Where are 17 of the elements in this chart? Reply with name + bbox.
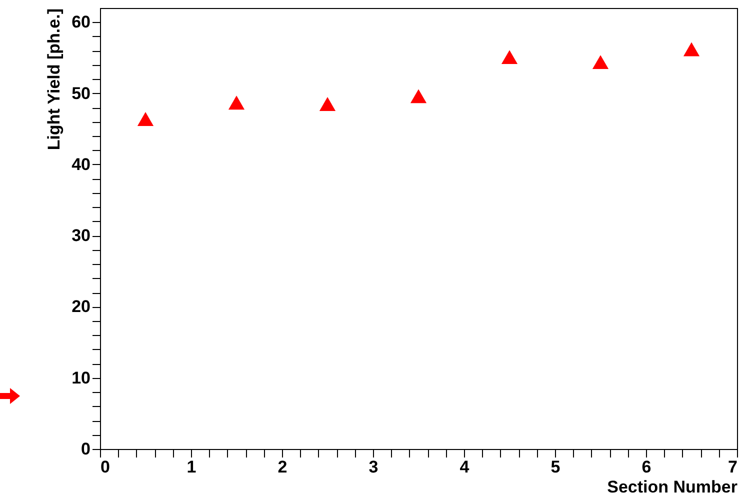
x-tick-label: 6 bbox=[642, 458, 652, 476]
x-axis-title: Section Number bbox=[607, 478, 738, 496]
y-tick-label: 10 bbox=[72, 368, 90, 388]
x-tick-label: 7 bbox=[728, 458, 738, 476]
y-tick-label: 0 bbox=[81, 440, 90, 458]
x-tick-label: 5 bbox=[550, 458, 560, 476]
y-axis-title: Light Yield [ph.e.] bbox=[44, 8, 64, 150]
y-tick-label: 30 bbox=[72, 226, 90, 246]
y-tick-label: 40 bbox=[72, 154, 90, 174]
y-tick-label: 20 bbox=[72, 297, 90, 316]
y-tick-label: 60 bbox=[72, 12, 90, 32]
y-tick-label: 50 bbox=[72, 84, 90, 103]
x-tick-label: 3 bbox=[368, 458, 378, 476]
x-tick-label: 0 bbox=[100, 458, 110, 476]
x-tick-label: 4 bbox=[460, 458, 470, 476]
x-tick-label: 2 bbox=[278, 458, 288, 476]
x-tick-label: 1 bbox=[186, 458, 196, 476]
